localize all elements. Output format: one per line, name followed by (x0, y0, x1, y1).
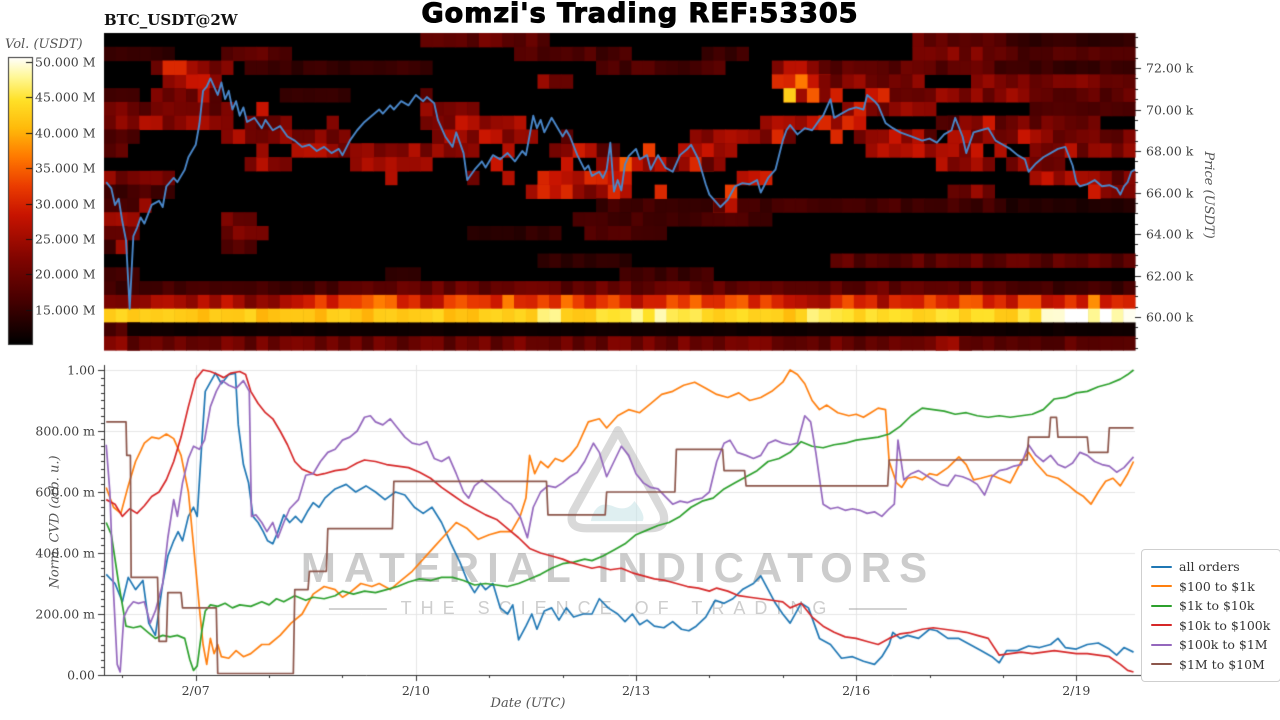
legend-line-swatch (1151, 663, 1172, 666)
legend-label: $100 to $1k (1179, 578, 1255, 594)
legend-item: $100k to $1M (1151, 635, 1270, 655)
legend-line-swatch (1151, 585, 1172, 588)
legend-item: all orders (1151, 557, 1270, 577)
legend-label: $1k to $10k (1179, 598, 1255, 614)
legend-item: $100 to $1k (1151, 577, 1270, 597)
legend-label: all orders (1179, 559, 1240, 575)
legend-item: $1M to $10M (1151, 655, 1270, 675)
legend-line-swatch (1151, 643, 1172, 646)
legend-item: $10k to $100k (1151, 616, 1270, 636)
legend-line-swatch (1151, 565, 1172, 568)
legend-item: $1k to $10k (1151, 596, 1270, 616)
legend-label: $10k to $100k (1179, 617, 1271, 633)
legend-label: $1M to $10M (1179, 656, 1265, 672)
series-legend: all orders $100 to $1k $1k to $10k $10k to … (1141, 549, 1280, 682)
legend-line-swatch (1151, 604, 1172, 607)
legend-label: $100k to $1M (1179, 637, 1268, 653)
legend-line-swatch (1151, 624, 1172, 627)
